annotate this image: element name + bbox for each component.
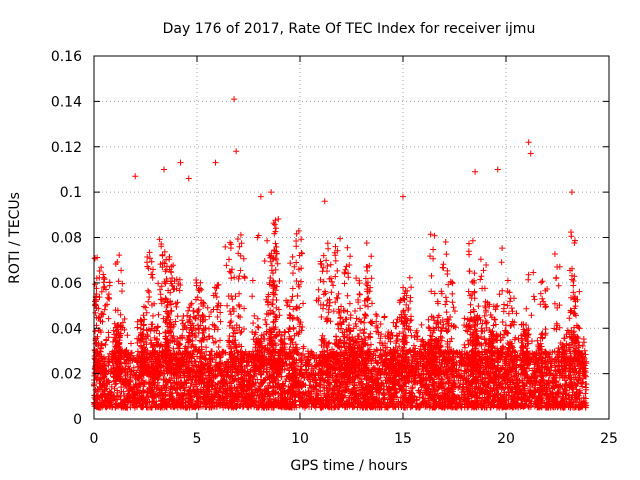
roti-peak-point <box>525 139 532 146</box>
roti-peak-point <box>212 159 219 166</box>
roti-peak-point <box>568 189 575 196</box>
axes-ticks: 0 5 10 15 20 25 0 0.02 0.04 0.06 0.08 0.1 0.12 0.14 0.… <box>51 49 618 447</box>
roti-peak-point <box>132 173 139 180</box>
y-tick-label: 0.08 <box>51 231 82 247</box>
roti-peak-point <box>231 96 238 103</box>
y-tick-label: 0.06 <box>51 276 82 292</box>
y-tick-label: 0.14 <box>51 94 82 110</box>
roti-peak-point <box>177 159 184 166</box>
roti-peak-point <box>321 198 328 205</box>
x-axis-label: GPS time / hours <box>290 458 407 474</box>
roti-peak-point <box>257 193 264 200</box>
y-tick-label: 0.16 <box>51 49 82 65</box>
y-tick-label: 0.04 <box>51 321 82 337</box>
x-tick-label: 10 <box>291 431 309 447</box>
y-tick-label: 0.12 <box>51 140 82 156</box>
x-tick-label: 0 <box>90 431 99 447</box>
roti-peak-point <box>268 189 275 196</box>
x-tick-label: 15 <box>394 431 412 447</box>
roti-peak-point <box>233 148 240 155</box>
roti-point-cloud <box>91 216 590 411</box>
roti-peak-point <box>161 166 168 173</box>
roti-peak-point <box>400 193 406 200</box>
chart-title: Day 176 of 2017, Rate Of TEC Index for r… <box>163 21 536 37</box>
x-tick-label: 20 <box>497 431 515 447</box>
grid-lines <box>94 56 609 419</box>
roti-peak-point <box>527 150 534 157</box>
roti-peak-point <box>494 166 501 173</box>
data-points <box>91 96 590 411</box>
y-tick-label: 0 <box>73 412 82 428</box>
x-tick-label: 5 <box>193 431 202 447</box>
roti-peak-point <box>185 175 192 182</box>
y-tick-label: 0.1 <box>60 185 82 201</box>
y-axis-label: ROTI / TECUs <box>7 192 23 284</box>
roti-peak-point <box>472 168 479 175</box>
x-tick-label: 25 <box>600 431 618 447</box>
y-tick-label: 0.02 <box>51 367 82 383</box>
